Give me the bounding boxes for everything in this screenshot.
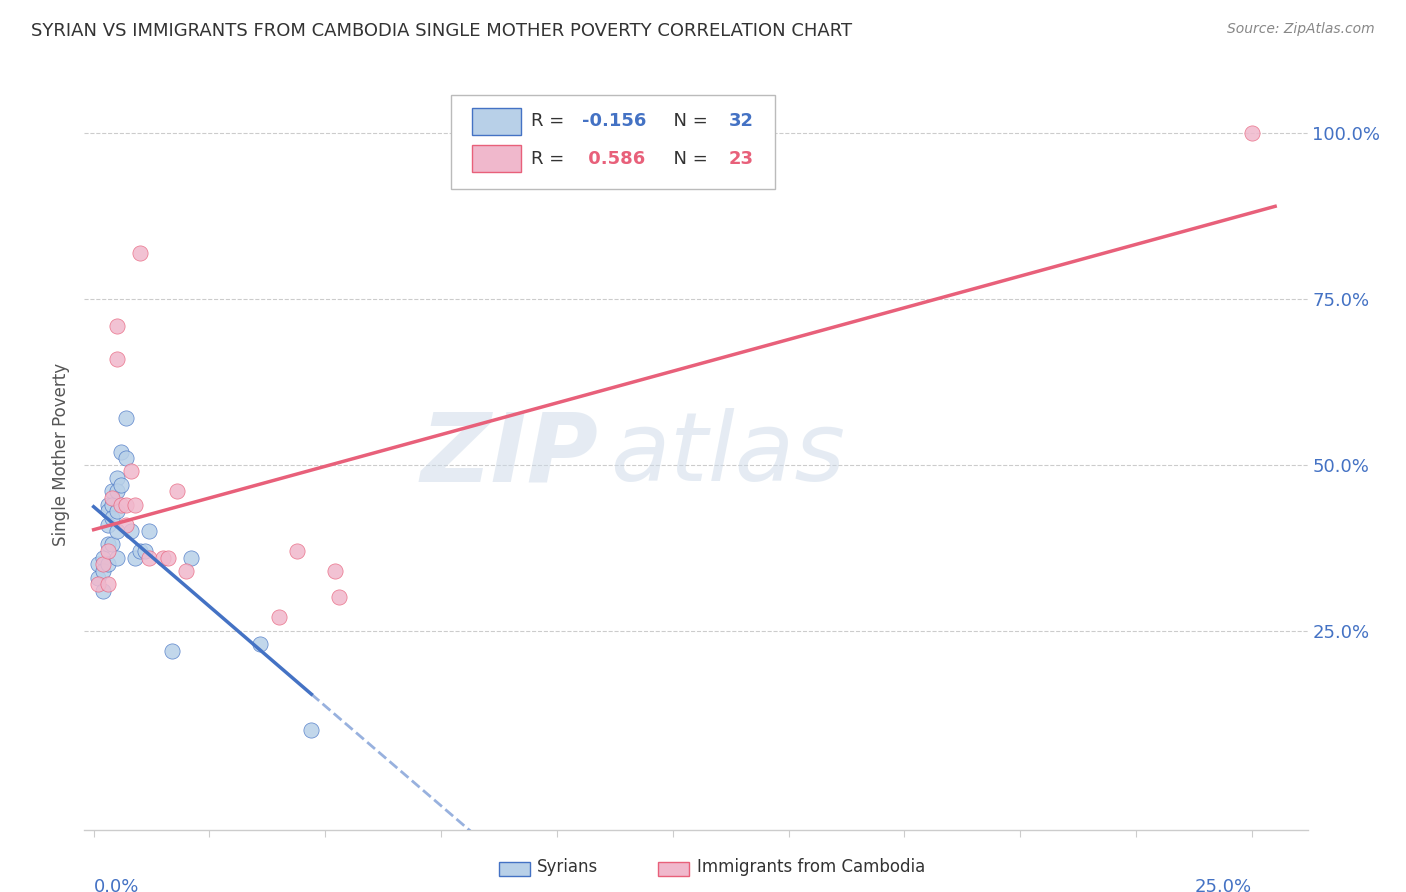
Point — [249, 637, 271, 651]
Point — [328, 591, 350, 605]
Text: atlas: atlas — [610, 409, 845, 501]
Point — [120, 465, 142, 479]
Text: N =: N = — [662, 150, 713, 168]
Point — [87, 558, 110, 572]
Point — [96, 498, 118, 512]
Text: -0.156: -0.156 — [582, 112, 647, 130]
Point — [110, 498, 132, 512]
Point — [166, 484, 188, 499]
Text: SYRIAN VS IMMIGRANTS FROM CAMBODIA SINGLE MOTHER POVERTY CORRELATION CHART: SYRIAN VS IMMIGRANTS FROM CAMBODIA SINGL… — [31, 22, 852, 40]
Point — [1240, 126, 1263, 140]
Point — [87, 577, 110, 591]
Point — [124, 550, 146, 565]
Text: Immigrants from Cambodia: Immigrants from Cambodia — [697, 858, 925, 876]
Point — [105, 471, 128, 485]
Point — [138, 550, 160, 565]
Text: R =: R = — [531, 150, 569, 168]
Point — [87, 571, 110, 585]
Point — [115, 498, 138, 512]
Point — [101, 498, 124, 512]
Point — [105, 524, 128, 538]
Point — [134, 544, 156, 558]
Point — [101, 491, 124, 505]
Point — [105, 550, 128, 565]
Point — [162, 643, 184, 657]
Point — [96, 537, 118, 551]
Point — [96, 577, 118, 591]
FancyBboxPatch shape — [472, 145, 522, 172]
Text: N =: N = — [662, 112, 713, 130]
Text: 23: 23 — [728, 150, 754, 168]
Text: R =: R = — [531, 112, 569, 130]
Point — [101, 511, 124, 525]
Point — [152, 550, 174, 565]
Text: 0.0%: 0.0% — [94, 879, 139, 892]
Point — [105, 318, 128, 333]
FancyBboxPatch shape — [451, 95, 776, 189]
Point — [129, 544, 152, 558]
Point — [105, 351, 128, 366]
Point — [96, 544, 118, 558]
Point — [115, 451, 138, 466]
Point — [91, 583, 114, 598]
Point — [101, 537, 124, 551]
Point — [267, 610, 290, 624]
Point — [129, 245, 152, 260]
Point — [180, 550, 202, 565]
Point — [105, 484, 128, 499]
Text: Source: ZipAtlas.com: Source: ZipAtlas.com — [1227, 22, 1375, 37]
Point — [110, 444, 132, 458]
Point — [138, 524, 160, 538]
Text: Syrians: Syrians — [537, 858, 599, 876]
Point — [124, 498, 146, 512]
Point — [120, 524, 142, 538]
Point — [96, 517, 118, 532]
Point — [287, 544, 309, 558]
Point — [91, 550, 114, 565]
Point — [91, 558, 114, 572]
Text: 0.586: 0.586 — [582, 150, 645, 168]
Point — [323, 564, 346, 578]
Point — [96, 558, 118, 572]
Y-axis label: Single Mother Poverty: Single Mother Poverty — [52, 363, 70, 547]
Point — [101, 484, 124, 499]
Point — [174, 564, 197, 578]
Point — [115, 411, 138, 425]
Text: 25.0%: 25.0% — [1195, 879, 1251, 892]
Point — [156, 550, 179, 565]
Point — [105, 504, 128, 518]
Text: ZIP: ZIP — [420, 409, 598, 501]
Point — [299, 723, 322, 737]
Point — [115, 517, 138, 532]
FancyBboxPatch shape — [472, 108, 522, 135]
Text: 32: 32 — [728, 112, 754, 130]
Point — [96, 504, 118, 518]
Point — [110, 477, 132, 491]
Point — [91, 564, 114, 578]
